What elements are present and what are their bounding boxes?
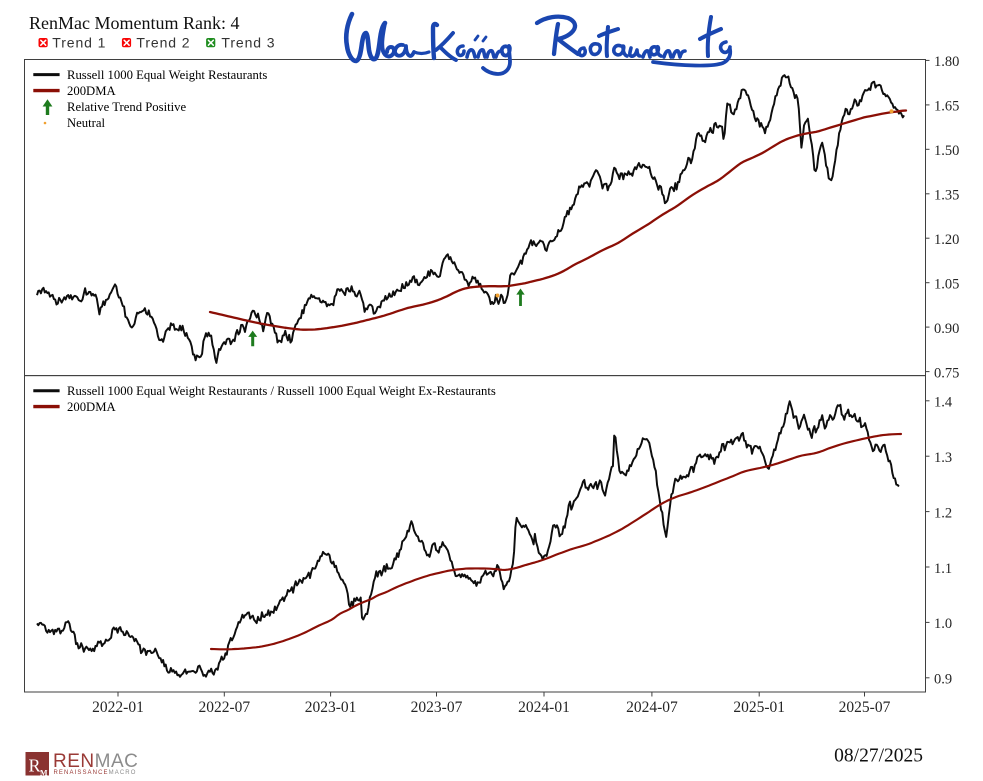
svg-text:2025-07: 2025-07 [839, 699, 891, 716]
svg-text:2024-07: 2024-07 [626, 699, 678, 716]
svg-text:1.2: 1.2 [934, 505, 952, 521]
svg-text:Trend 2: Trend 2 [136, 35, 190, 51]
svg-text:RenMac Momentum Rank: 4: RenMac Momentum Rank: 4 [29, 13, 239, 33]
svg-text:2022-01: 2022-01 [92, 699, 144, 716]
svg-text:RENAISSANCEMACRO: RENAISSANCEMACRO [54, 770, 137, 776]
svg-text:1.65: 1.65 [934, 99, 959, 115]
svg-text:0.9: 0.9 [934, 672, 952, 688]
svg-text:2023-07: 2023-07 [411, 699, 463, 716]
svg-text:1.0: 1.0 [934, 616, 952, 632]
svg-text:Relative Trend Positive: Relative Trend Positive [67, 100, 186, 114]
svg-text:RENMAC: RENMAC [53, 751, 138, 772]
svg-text:2023-01: 2023-01 [305, 699, 357, 716]
svg-text:0.90: 0.90 [934, 321, 959, 337]
svg-text:2025-01: 2025-01 [733, 699, 785, 716]
svg-text:2024-01: 2024-01 [518, 699, 570, 716]
svg-text:2022-07: 2022-07 [198, 699, 250, 716]
svg-text:200DMA: 200DMA [67, 84, 116, 98]
svg-text:Neutral: Neutral [67, 116, 106, 130]
svg-text:Trend 3: Trend 3 [221, 35, 275, 51]
svg-text:M: M [40, 769, 48, 778]
svg-text:0.75: 0.75 [934, 365, 959, 381]
svg-text:1.05: 1.05 [934, 277, 959, 293]
svg-text:200DMA: 200DMA [67, 400, 116, 414]
svg-text:1.35: 1.35 [934, 188, 959, 204]
svg-text:R: R [29, 756, 41, 776]
svg-text:Russell 1000 Equal Weight Rest: Russell 1000 Equal Weight Restaurants [67, 68, 267, 82]
svg-text:1.20: 1.20 [934, 232, 959, 248]
svg-text:08/27/2025: 08/27/2025 [834, 746, 923, 767]
svg-text:Russell 1000 Equal Weight Rest: Russell 1000 Equal Weight Restaurants / … [67, 384, 496, 398]
svg-text:1.1: 1.1 [934, 561, 952, 577]
svg-text:1.4: 1.4 [934, 395, 953, 411]
svg-text:1.80: 1.80 [934, 54, 959, 70]
svg-text:1.3: 1.3 [934, 450, 952, 466]
svg-text:1.50: 1.50 [934, 143, 959, 159]
svg-text:Trend 1: Trend 1 [52, 35, 106, 51]
